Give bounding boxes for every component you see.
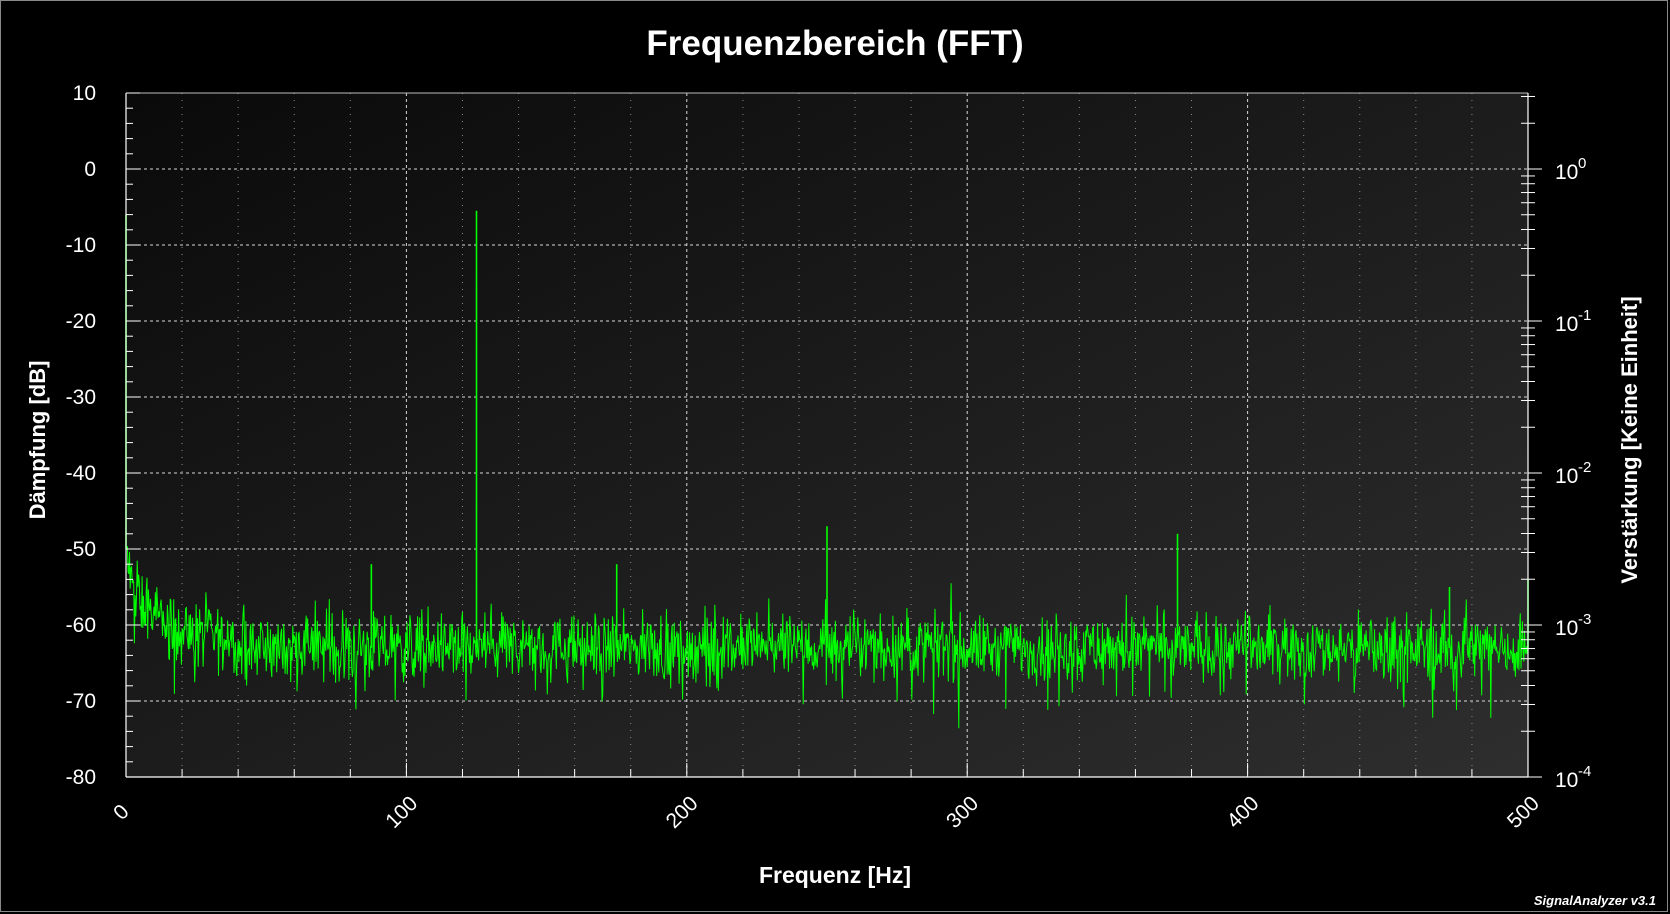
y2-axis-label: Verstärkung [Keine Einheit] bbox=[1617, 296, 1642, 584]
watermark: SignalAnalyzer v3.1 bbox=[1533, 893, 1656, 908]
y2-tick-label: 10 bbox=[1555, 769, 1578, 792]
y2-tick-exponent: -1 bbox=[1578, 307, 1591, 324]
y-tick-label: -50 bbox=[66, 538, 96, 561]
y-tick-label: -30 bbox=[66, 386, 96, 409]
x-tick-label: 200 bbox=[662, 792, 703, 833]
y2-tick-label: 10 bbox=[1555, 617, 1578, 640]
y-tick-label: -10 bbox=[66, 234, 96, 257]
x-tick-label: 400 bbox=[1222, 792, 1263, 833]
y2-tick-exponent: -4 bbox=[1578, 763, 1591, 780]
x-axis-label: Frequenz [Hz] bbox=[758, 862, 912, 888]
y2-tick-label: 10 bbox=[1555, 161, 1578, 184]
x-tick-label: 0 bbox=[109, 800, 134, 825]
y-tick-label: -80 bbox=[66, 766, 96, 789]
y2-tick-label: 10 bbox=[1555, 313, 1578, 336]
chart-title: Frequenzbereich (FFT) bbox=[646, 24, 1024, 63]
x-tick-label: 100 bbox=[381, 792, 422, 833]
y-tick-label: 0 bbox=[84, 158, 96, 181]
y2-tick-exponent: 0 bbox=[1578, 155, 1586, 172]
plot-area bbox=[126, 93, 1528, 777]
y2-tick-exponent: -2 bbox=[1578, 459, 1591, 476]
x-tick-label: 500 bbox=[1503, 792, 1544, 833]
grid bbox=[126, 93, 1528, 777]
y-tick-label: -70 bbox=[66, 690, 96, 713]
y-tick-label: -20 bbox=[66, 310, 96, 333]
y2-tick-exponent: -3 bbox=[1578, 611, 1591, 628]
y2-tick-label: 10 bbox=[1555, 465, 1578, 488]
y-axis-label: Dämpfung [dB] bbox=[25, 360, 50, 520]
y-tick-label: -60 bbox=[66, 614, 96, 637]
y-tick-label: -40 bbox=[66, 462, 96, 485]
x-tick-label: 300 bbox=[942, 792, 983, 833]
y-tick-label: 10 bbox=[73, 82, 96, 105]
